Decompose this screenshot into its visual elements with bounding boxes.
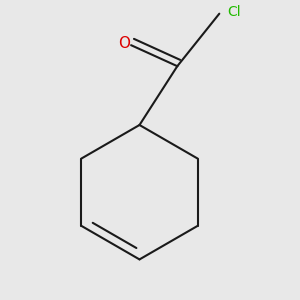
Text: O: O <box>118 36 130 51</box>
Text: Cl: Cl <box>228 4 241 19</box>
